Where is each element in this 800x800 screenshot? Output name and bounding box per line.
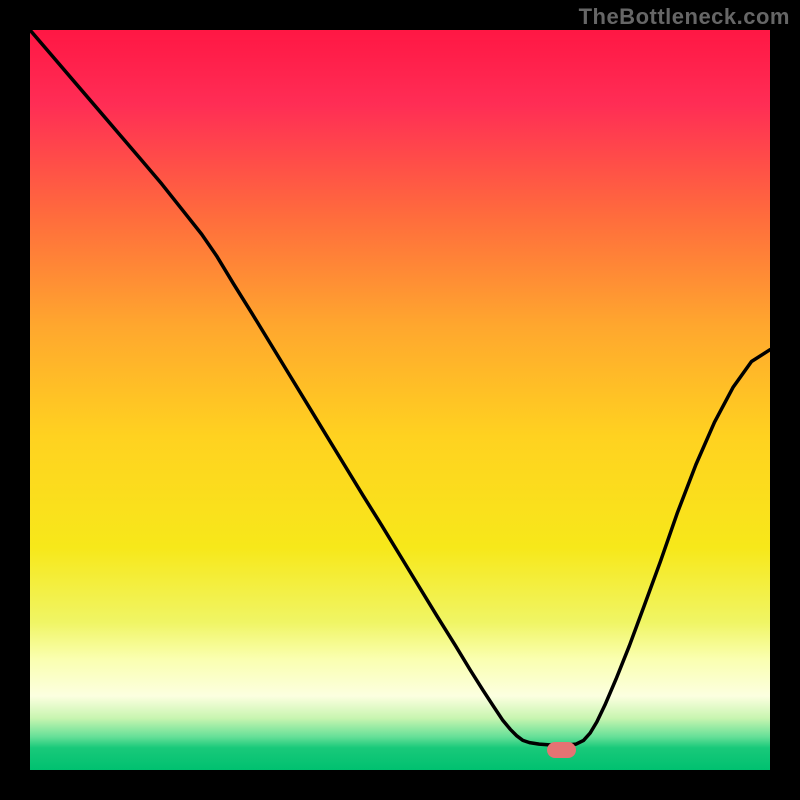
chart-frame: TheBottleneck.com: [0, 0, 800, 800]
plot-area: [30, 30, 770, 770]
watermark-text: TheBottleneck.com: [579, 4, 790, 30]
minimum-marker: [547, 742, 576, 758]
curve-svg: [30, 30, 770, 770]
